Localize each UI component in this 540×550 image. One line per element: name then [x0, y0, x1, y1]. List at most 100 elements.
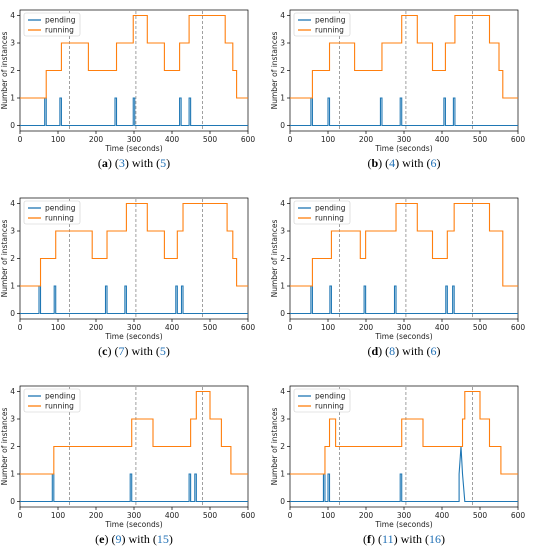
x-tick-label: 100 [321, 511, 336, 520]
series-line-pending [20, 97, 248, 127]
legend-label-running: running [315, 214, 344, 223]
caption-reference[interactable]: 7 [118, 344, 124, 358]
x-tick-label: 100 [321, 135, 336, 144]
x-tick-label: 400 [435, 511, 450, 520]
caption-text: ) [437, 344, 441, 358]
x-tick-label: 600 [511, 511, 526, 520]
y-tick-label: 1 [280, 94, 285, 103]
x-tick-label: 200 [359, 135, 374, 144]
chart-panel-d: 0 100 200 300 400 500 600 0 1 2 3 4 Time (seconds) Nu… [270, 197, 525, 358]
caption-text: ) [378, 344, 385, 358]
x-tick-label: 500 [203, 323, 218, 332]
caption-text: ) [107, 344, 114, 358]
x-tick-label: 600 [241, 323, 256, 332]
panel-caption: (e) (9) with (15) [95, 532, 173, 546]
x-tick-label: 400 [435, 135, 450, 144]
caption-text: ) [371, 532, 378, 546]
x-tick-label: 100 [51, 135, 66, 144]
legend-label-running: running [45, 402, 74, 411]
y-tick-label: 1 [10, 94, 15, 103]
x-tick-label: 500 [203, 511, 218, 520]
caption-text: ) [441, 532, 445, 546]
x-tick-label: 500 [473, 323, 488, 332]
y-tick-label: 4 [280, 387, 285, 396]
caption-reference[interactable]: 3 [119, 156, 125, 170]
caption-text: with [399, 344, 426, 358]
x-tick-label: 0 [288, 135, 293, 144]
series-line-running [290, 202, 518, 287]
x-axis-label: Time (seconds) [374, 144, 432, 153]
caption-text: ( [114, 344, 118, 358]
caption-reference[interactable]: 4 [389, 156, 395, 170]
caption-text: ( [115, 156, 119, 170]
x-tick-label: 300 [397, 135, 412, 144]
y-axis-label: Number of instances [0, 408, 9, 486]
x-axis-label: Time (seconds) [104, 520, 162, 529]
legend-label-running: running [315, 402, 344, 411]
caption-text: c [102, 344, 108, 358]
caption-text: ) [124, 344, 128, 358]
caption-reference[interactable]: 5 [160, 344, 166, 358]
x-tick-label: 400 [165, 511, 180, 520]
caption-reference[interactable]: 9 [115, 532, 121, 546]
caption-text: ( [385, 156, 389, 170]
caption-reference[interactable]: 16 [429, 532, 441, 546]
x-tick-label: 0 [18, 323, 23, 332]
y-tick-label: 1 [280, 470, 285, 479]
chart-panel-f: 0 100 200 300 400 500 600 0 1 2 3 4 Time (seconds) Nu… [270, 385, 526, 546]
caption-reference[interactable]: 15 [157, 532, 169, 546]
x-axis-label: Time (seconds) [104, 144, 162, 153]
legend-label-pending: pending [45, 392, 76, 401]
caption-text: with [399, 156, 426, 170]
y-axis-label: Number of instances [270, 32, 279, 110]
y-tick-label: 3 [10, 227, 15, 236]
caption-text: ) [394, 532, 398, 546]
y-tick-label: 0 [280, 497, 285, 506]
legend-label-running: running [45, 26, 74, 35]
x-tick-label: 600 [241, 511, 256, 520]
x-tick-label: 600 [241, 135, 256, 144]
y-tick-label: 2 [280, 254, 285, 263]
caption-text: with [129, 156, 156, 170]
y-tick-label: 2 [10, 66, 15, 75]
y-tick-label: 0 [10, 309, 15, 318]
y-axis-label: Number of instances [270, 408, 279, 486]
caption-reference[interactable]: 11 [382, 532, 394, 546]
caption-text: with [125, 532, 152, 546]
x-tick-label: 500 [473, 135, 488, 144]
chart-panel-b: 0 100 200 300 400 500 600 0 1 2 3 4 Time (seconds) Nu… [270, 9, 525, 170]
x-tick-label: 500 [473, 511, 488, 520]
x-tick-label: 100 [51, 511, 66, 520]
caption-text: ( [156, 156, 160, 170]
legend-label-pending: pending [315, 16, 346, 25]
y-axis-label: Number of instances [0, 220, 9, 298]
y-tick-label: 4 [280, 11, 285, 20]
y-tick-label: 4 [10, 387, 15, 396]
x-tick-label: 300 [397, 323, 412, 332]
y-tick-label: 3 [280, 39, 285, 48]
caption-reference[interactable]: 6 [431, 156, 437, 170]
caption-text: ) [395, 156, 399, 170]
series-line-running [20, 14, 248, 99]
x-tick-label: 0 [288, 511, 293, 520]
caption-text: ( [367, 344, 371, 358]
y-tick-label: 2 [280, 442, 285, 451]
series-line-pending [290, 97, 518, 127]
caption-reference[interactable]: 6 [431, 344, 437, 358]
x-tick-label: 200 [89, 323, 104, 332]
y-axis-label: Number of instances [0, 32, 9, 110]
caption-text: ( [95, 532, 99, 546]
y-tick-label: 4 [10, 199, 15, 208]
chart-panel-e: 0 100 200 300 400 500 600 0 1 2 3 4 Time (seconds) Nu… [0, 385, 256, 546]
caption-reference[interactable]: 8 [389, 344, 395, 358]
panel-caption: (d) (8) with (6) [367, 344, 440, 358]
x-tick-label: 300 [397, 511, 412, 520]
panel-caption: (f) (11) with (16) [363, 532, 445, 546]
x-tick-label: 400 [165, 135, 180, 144]
series-line-running [290, 14, 518, 99]
y-tick-label: 2 [10, 254, 15, 263]
caption-text: ( [98, 344, 102, 358]
y-tick-label: 1 [10, 470, 15, 479]
caption-reference[interactable]: 5 [160, 156, 166, 170]
